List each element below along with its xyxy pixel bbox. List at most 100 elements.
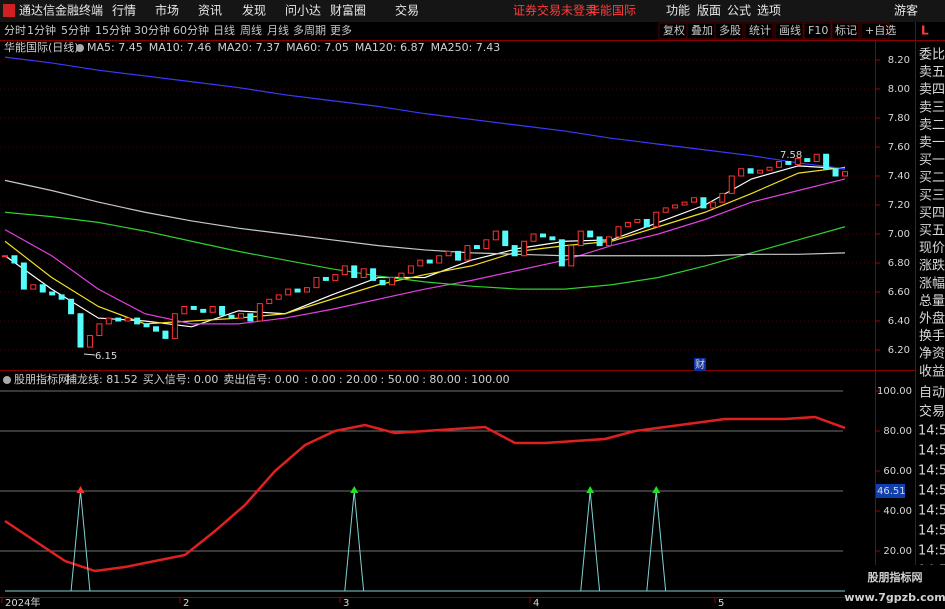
candle bbox=[445, 250, 452, 257]
candle bbox=[842, 171, 848, 177]
candle bbox=[285, 288, 292, 296]
menu-item[interactable]: 交易 bbox=[395, 3, 419, 18]
legend-entry: MA5: 7.45 bbox=[87, 41, 143, 54]
x-tick-label: 5 bbox=[718, 598, 724, 609]
period-tab[interactable]: 30分钟 bbox=[134, 23, 170, 37]
y-tick-label: 6.20 bbox=[888, 345, 910, 356]
y-tick-label: 40.00 bbox=[883, 506, 912, 517]
period-tab[interactable]: 5分钟 bbox=[61, 23, 90, 37]
candle bbox=[539, 233, 546, 238]
period-tab[interactable]: 1分钟 bbox=[27, 23, 56, 37]
title-bar bbox=[0, 0, 945, 22]
x-tick-label: 4 bbox=[533, 598, 539, 609]
stock-name: 华能国际 bbox=[588, 4, 636, 18]
param: : 80.00 bbox=[422, 373, 461, 386]
period-tab[interactable]: 月线 bbox=[267, 23, 289, 37]
side-label[interactable]: 自动 bbox=[919, 386, 945, 401]
candle bbox=[436, 255, 443, 264]
icon bbox=[3, 376, 11, 384]
ma-line bbox=[4, 179, 846, 257]
candle bbox=[502, 230, 509, 247]
toolbar-button[interactable]: 复权 bbox=[663, 23, 685, 37]
period-tab[interactable]: 15分钟 bbox=[95, 23, 131, 37]
menu-item[interactable]: 市场 bbox=[155, 3, 179, 18]
x-tick-label: 2024年 bbox=[5, 596, 40, 609]
toolbar-button[interactable]: 统计 bbox=[749, 24, 771, 37]
watermark-url: www.7gpzb.com bbox=[844, 591, 945, 604]
toolbar-button[interactable]: 叠加 bbox=[691, 24, 713, 37]
toolbar-button[interactable]: F10 bbox=[808, 24, 828, 37]
signal-line bbox=[5, 490, 845, 592]
menu-item[interactable]: 功能 bbox=[666, 4, 690, 18]
toolbar-button[interactable]: 多股 bbox=[719, 23, 741, 37]
candle bbox=[294, 288, 301, 293]
menu-item[interactable]: 问小达 bbox=[285, 4, 321, 18]
period-tab[interactable]: 日线 bbox=[213, 23, 235, 37]
menu-item[interactable]: 发现 bbox=[242, 3, 266, 18]
side-label: 卖五 bbox=[919, 65, 945, 80]
candle bbox=[153, 326, 160, 332]
signal-arrow bbox=[76, 486, 85, 493]
toolbar-button-bg bbox=[714, 22, 744, 40]
candle bbox=[747, 168, 754, 174]
candle bbox=[804, 158, 811, 163]
signal-arrow bbox=[350, 486, 359, 493]
period-tab[interactable]: 周线 bbox=[240, 23, 262, 37]
cursor-label: 46.51 bbox=[877, 486, 906, 497]
candle bbox=[672, 204, 679, 209]
candle bbox=[700, 197, 707, 209]
candle bbox=[379, 279, 386, 286]
menu-item[interactable]: 版面 bbox=[697, 4, 721, 18]
candle bbox=[275, 294, 282, 300]
annotation: 7.58 bbox=[780, 150, 802, 161]
annotation-arrow bbox=[83, 353, 96, 356]
period-tab[interactable]: 分时 bbox=[4, 24, 26, 37]
toolbar-button[interactable]: +自选 bbox=[865, 24, 896, 37]
side-time: 14:56 bbox=[918, 524, 945, 539]
candle bbox=[643, 218, 650, 228]
annotation-bg bbox=[694, 358, 706, 371]
legend-entry: 买入信号: 0.00 bbox=[143, 373, 219, 386]
candle bbox=[492, 230, 499, 241]
app-icon bbox=[3, 4, 15, 17]
toolbar-button[interactable]: 画线 bbox=[779, 23, 801, 37]
toolbar-button-bg bbox=[830, 22, 860, 40]
notice: 证券交易未登录 bbox=[513, 3, 597, 18]
candle bbox=[237, 313, 244, 319]
legend-entry: MA250: 7.43 bbox=[431, 41, 501, 54]
user[interactable]: 游客 bbox=[894, 3, 918, 18]
side-label: 委比 bbox=[919, 48, 945, 63]
menu-item[interactable]: 资讯 bbox=[198, 4, 222, 18]
legend-entry: MA20: 7.37 bbox=[217, 41, 280, 54]
period-tab[interactable]: 多周期 bbox=[293, 23, 326, 37]
corner-mark: L bbox=[921, 24, 929, 38]
side-label: 买一 bbox=[919, 153, 945, 168]
candle bbox=[171, 313, 178, 339]
y-tick-label: 6.80 bbox=[888, 258, 910, 269]
candle bbox=[360, 268, 367, 278]
side-label: 卖一 bbox=[919, 136, 945, 151]
period-tab[interactable]: 更多 bbox=[330, 23, 352, 37]
menu-item[interactable]: 财富圈 bbox=[330, 3, 366, 18]
side-label: 收益 bbox=[919, 364, 945, 379]
candle bbox=[370, 268, 377, 281]
menu-item[interactable]: 公式 bbox=[727, 4, 751, 18]
signal-line bbox=[5, 490, 845, 592]
menu-item[interactable]: 选项 bbox=[757, 4, 781, 18]
side-time: 14:56 bbox=[918, 424, 945, 439]
candle bbox=[313, 276, 320, 289]
ma-line bbox=[4, 211, 846, 290]
legend-entry: MA10: 7.46 bbox=[149, 41, 212, 54]
y-tick-label: 100.00 bbox=[877, 386, 912, 397]
signal-arrow bbox=[652, 486, 661, 493]
candle bbox=[162, 330, 169, 339]
param: : 50.00 bbox=[381, 373, 420, 386]
candle bbox=[464, 245, 471, 261]
period-tab[interactable]: 60分钟 bbox=[173, 23, 209, 37]
toolbar-button[interactable]: 标记 bbox=[835, 23, 857, 37]
candle bbox=[681, 201, 688, 206]
toolbar-button-bg bbox=[744, 22, 774, 40]
candle bbox=[417, 259, 424, 267]
menu-item[interactable]: 行情 bbox=[112, 4, 136, 18]
side-label[interactable]: 交易 bbox=[919, 404, 945, 420]
